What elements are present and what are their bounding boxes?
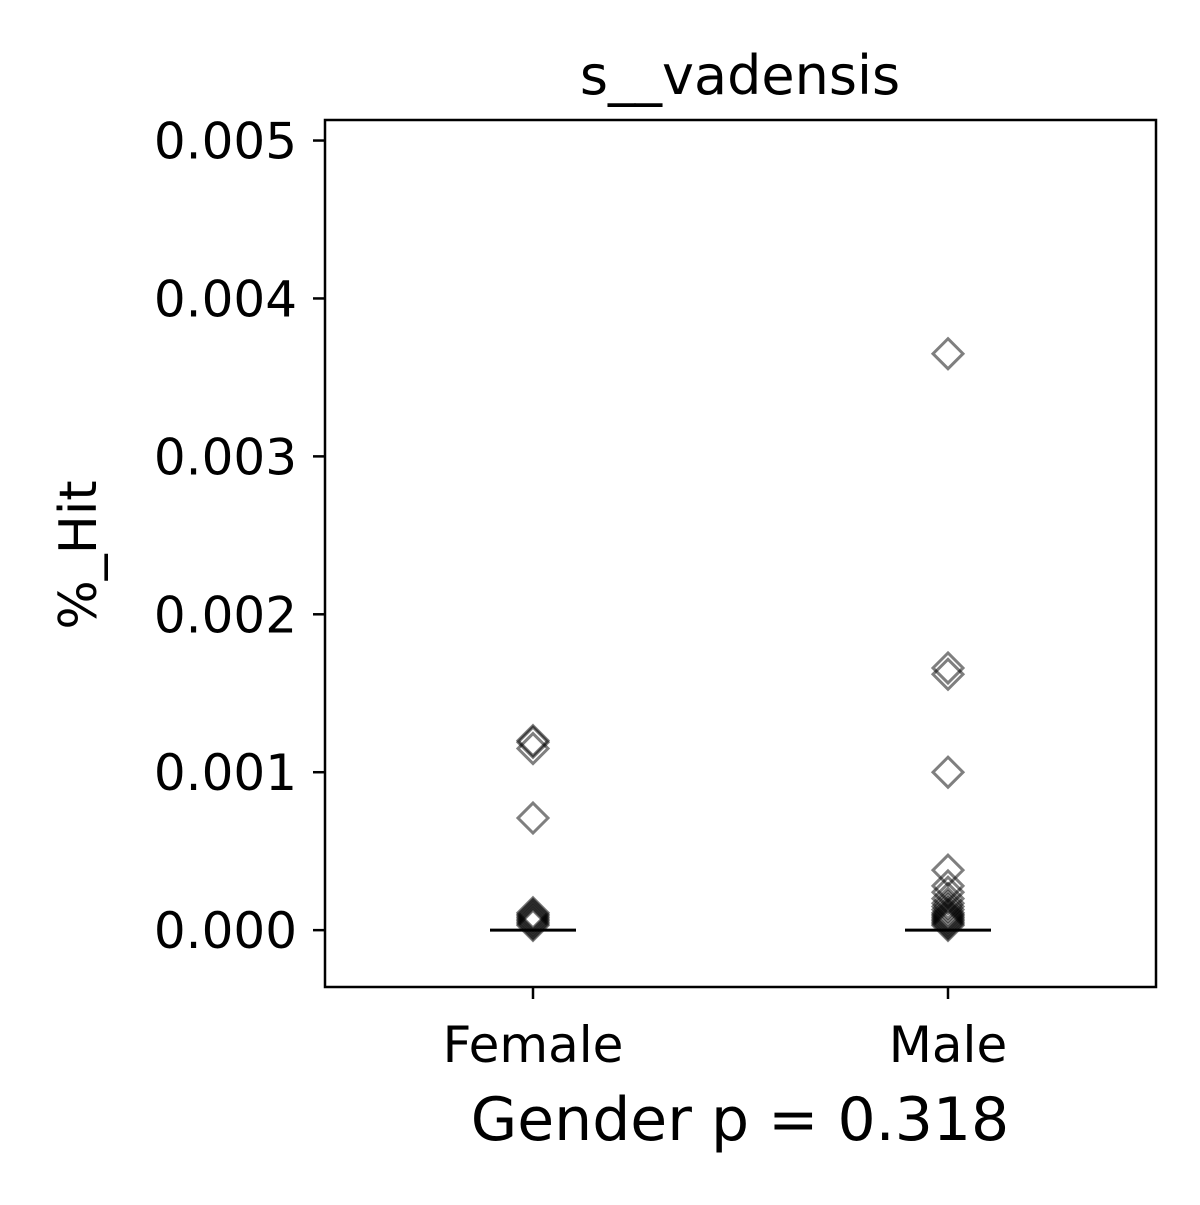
- chart-title: s__vadensis: [580, 44, 900, 107]
- data-point-male: [930, 650, 966, 686]
- data-point-male: [930, 892, 966, 927]
- data-point-female: [515, 800, 551, 836]
- y-axis-title: %_Hit: [49, 480, 109, 629]
- data-point-male: [930, 881, 966, 916]
- x-tick-label: Male: [889, 1016, 1007, 1074]
- data-point-female: [515, 725, 551, 760]
- x-tick-label: Female: [443, 1016, 624, 1074]
- plot-frame: [323, 118, 1158, 989]
- data-point-male: [930, 657, 966, 692]
- data-point-female: [515, 731, 551, 766]
- data-point-male: [930, 336, 966, 371]
- data-point-male: [930, 889, 966, 924]
- data-point-male: [930, 908, 966, 943]
- y-tick-label: 0.005: [154, 113, 297, 171]
- y-tick-label: 0.004: [154, 270, 297, 328]
- y-tick-label: 0.002: [154, 586, 297, 644]
- data-point-female: [515, 908, 551, 943]
- y-tick-label: 0.003: [154, 428, 297, 486]
- y-tick-label: 0.001: [154, 744, 297, 802]
- x-axis-title: Gender p = 0.318: [471, 1085, 1009, 1155]
- y-tick-label: 0.000: [154, 902, 297, 960]
- data-point-male: [930, 886, 966, 921]
- data-point-male: [930, 755, 966, 790]
